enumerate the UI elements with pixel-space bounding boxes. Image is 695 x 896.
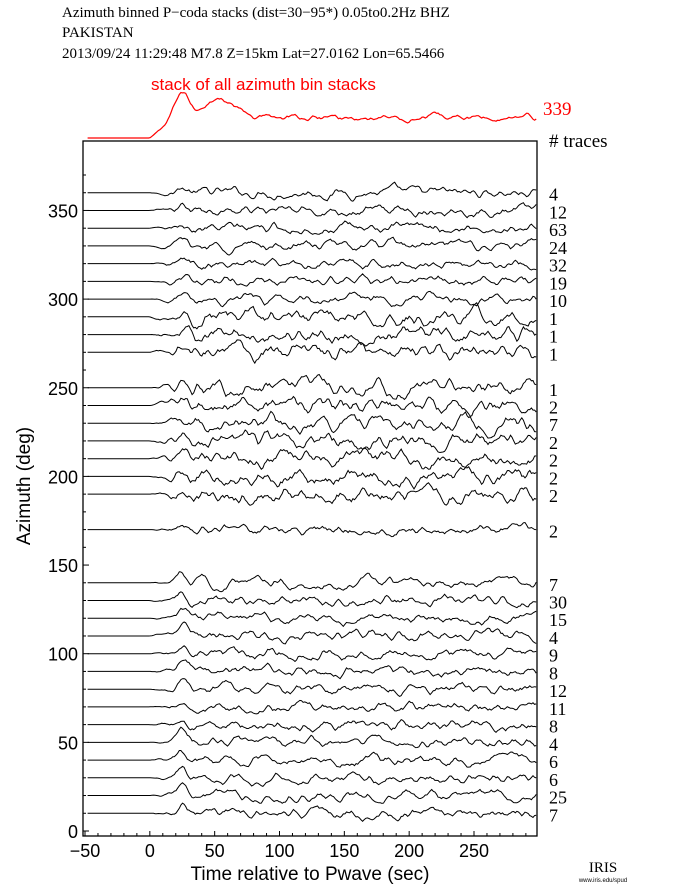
- x-tick-label: 100: [264, 841, 294, 861]
- trace-count-label: 2: [549, 433, 558, 453]
- iris-logo-url: www.iris.edu/spud: [578, 878, 627, 884]
- trace-line: [87, 220, 537, 235]
- stack-count: 339: [543, 99, 572, 120]
- y-tick-label: 50: [58, 733, 78, 753]
- trace-line: [87, 302, 537, 330]
- trace-line: [87, 659, 537, 680]
- trace-count-label: 9: [549, 646, 558, 666]
- trace-count-label: 12: [549, 203, 567, 223]
- count-header: # traces: [549, 131, 608, 152]
- trace-count-label: 7: [549, 415, 558, 435]
- y-tick-label: 350: [48, 202, 78, 222]
- y-tick-label: 100: [48, 645, 78, 665]
- trace-line: [87, 339, 537, 365]
- trace-count-label: 24: [549, 238, 567, 258]
- y-tick-label: 300: [48, 290, 78, 310]
- trace-count-label: 2: [549, 468, 558, 488]
- y-tick-label: 200: [48, 467, 78, 487]
- trace-count-label: 15: [549, 610, 567, 630]
- x-tick-label: 0: [145, 841, 155, 861]
- trace-count-label: 1: [549, 380, 558, 400]
- trace-line: [87, 181, 537, 202]
- iris-logo: IRIS www.iris.edu/spud: [578, 860, 627, 884]
- trace-line: [87, 678, 537, 697]
- trace-line: [87, 591, 537, 609]
- trace-line: [87, 447, 537, 470]
- trace-count-label: 32: [549, 256, 567, 276]
- trace-count-label: 12: [549, 681, 567, 701]
- stack-label: stack of all azimuth bin stacks: [151, 75, 376, 94]
- trace-line: [87, 571, 537, 593]
- trace-line: [87, 607, 537, 628]
- trace-line: [87, 645, 537, 663]
- trace-series-group: [87, 181, 537, 823]
- trace-line: [87, 782, 537, 804]
- trace-line: [87, 718, 537, 733]
- plot-frame: [82, 140, 538, 837]
- trace-count-label: 1: [549, 344, 558, 364]
- trace-line: [87, 273, 537, 287]
- x-tick-label: 150: [329, 841, 359, 861]
- trace-line: [87, 202, 537, 219]
- x-axis: −50 0 50 100 150 200 250: [70, 831, 527, 861]
- trace-line: [87, 621, 537, 645]
- x-tick-label: 250: [459, 841, 489, 861]
- x-tick-label: 50: [205, 841, 225, 861]
- trace-line: [87, 802, 537, 823]
- trace-line: [87, 325, 537, 347]
- trace-count-label: 11: [549, 699, 566, 719]
- trace-count-label: 8: [549, 663, 558, 683]
- trace-line: [87, 429, 537, 454]
- trace-count-label: 1: [549, 309, 558, 329]
- trace-line: [87, 373, 537, 401]
- trace-count-label: 8: [549, 717, 558, 737]
- chart-title-line1: Azimuth binned P−coda stacks (dist=30−95…: [62, 5, 450, 21]
- y-axis-label: Azimuth (deg): [14, 427, 35, 545]
- trace-count-label: 1: [549, 327, 558, 347]
- x-axis-label: Time relative to Pwave (sec): [191, 864, 430, 885]
- y-tick-label: 250: [48, 379, 78, 399]
- trace-line: [87, 521, 537, 538]
- trace-line: [87, 699, 537, 715]
- trace-line: [87, 750, 537, 768]
- y-tick-label: 0: [68, 822, 78, 842]
- trace-line: [87, 466, 537, 490]
- trace-count-label: 10: [549, 291, 567, 311]
- trace-count-label: 19: [549, 273, 567, 293]
- trace-line: [87, 410, 537, 439]
- iris-logo-text: IRIS: [589, 860, 617, 876]
- trace-count-label: 2: [549, 398, 558, 418]
- x-tick-label: 200: [394, 841, 424, 861]
- trace-count-label: 25: [549, 788, 567, 808]
- trace-count-label: 2: [549, 522, 558, 542]
- trace-count-label: 6: [549, 752, 558, 772]
- trace-line: [87, 395, 537, 418]
- y-tick-label: 150: [48, 556, 78, 576]
- trace-count-label: 4: [549, 185, 558, 205]
- x-tick-label: −50: [70, 841, 101, 861]
- trace-count-label: 30: [549, 593, 567, 613]
- trace-line: [87, 257, 537, 271]
- trace-line: [87, 290, 537, 308]
- chart-title-line3: 2013/09/24 11:29:48 M7.8 Z=15km Lat=27.0…: [62, 46, 445, 62]
- trace-line: [87, 726, 537, 749]
- trace-line: [87, 482, 537, 506]
- y-axis: 0 50 100 150 200 250 300 350: [48, 174, 89, 842]
- trace-line: [87, 765, 537, 787]
- trace-count-label: 2: [549, 451, 558, 471]
- trace-count-label: 6: [549, 770, 558, 790]
- trace-line: [87, 236, 537, 256]
- trace-count-label: 7: [549, 575, 558, 595]
- chart-title-line2: PAKISTAN: [62, 25, 134, 41]
- trace-count-label: 2: [549, 486, 558, 506]
- trace-count-label: 4: [549, 628, 558, 648]
- stack-trace: [87, 91, 537, 139]
- trace-count-label: 7: [549, 805, 558, 825]
- trace-count-label: 63: [549, 220, 567, 240]
- trace-count-label: 4: [549, 734, 558, 754]
- trace-count-labels: 4126324321910111127222227301549812118466…: [549, 185, 567, 826]
